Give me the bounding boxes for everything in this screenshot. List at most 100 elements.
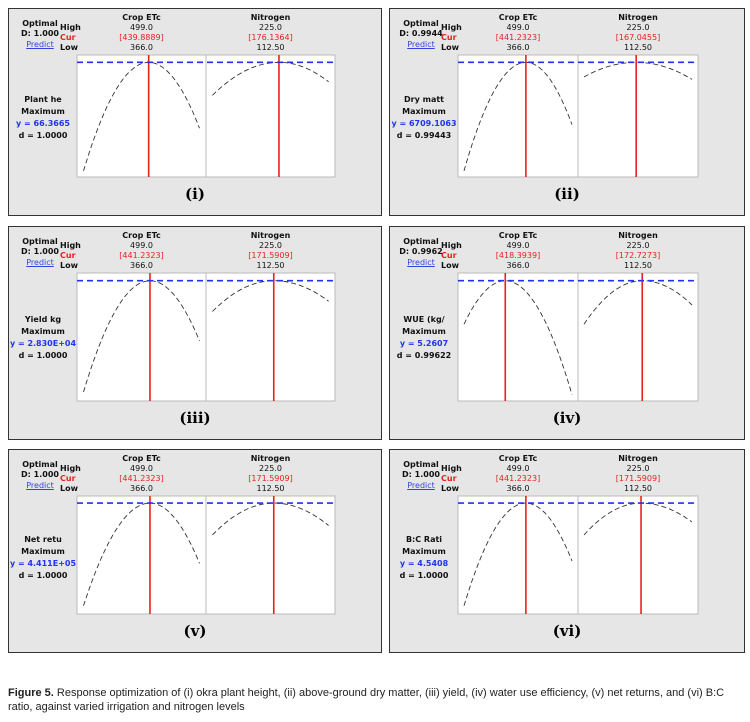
response-name: B:C Rati — [405, 534, 443, 544]
panel-label: (iii) — [179, 409, 211, 427]
factor-high: 225.0 — [626, 241, 650, 250]
cur-label: Cur — [441, 474, 457, 483]
low-label: Low — [60, 484, 78, 493]
predict-link[interactable]: Predict — [26, 40, 54, 49]
response-name: Plant he — [24, 95, 62, 105]
low-label: Low — [60, 43, 78, 52]
factor-low: 112.50 — [624, 484, 652, 493]
desirability-plot — [457, 54, 699, 178]
factor-name: Crop ETc — [122, 454, 161, 463]
factor-current[interactable]: [171.5909] — [248, 251, 293, 260]
composite-desirability: D: 1.000 — [402, 470, 440, 479]
individual-desirability: d = 0.99622 — [396, 351, 452, 361]
high-label: High — [60, 23, 81, 32]
factor-low: 112.50 — [624, 43, 652, 52]
factor-current[interactable]: [176.1364] — [248, 33, 293, 42]
factor-high: 225.0 — [626, 23, 650, 32]
factor-name: Crop ETc — [498, 231, 538, 240]
predicted-response: y = 4.5408 — [399, 558, 449, 568]
panel-label: (ii) — [554, 185, 580, 203]
high-label: High — [441, 241, 462, 250]
low-label: Low — [441, 484, 459, 493]
predict-link[interactable]: Predict — [407, 481, 435, 490]
individual-desirability: d = 1.0000 — [18, 570, 68, 580]
response-name: WUE (kg/ — [403, 315, 445, 325]
factor-name: Nitrogen — [250, 454, 291, 463]
factor-current[interactable]: [171.5909] — [615, 474, 661, 483]
low-label: Low — [441, 43, 459, 52]
factor-current[interactable]: [172.7273] — [615, 251, 661, 260]
factor-high: 225.0 — [259, 464, 282, 473]
factor-high: 499.0 — [130, 241, 153, 250]
factor-current[interactable]: [167.0455] — [615, 33, 661, 42]
factor-low: 366.0 — [506, 484, 530, 493]
optimal-label: Optimal — [403, 19, 439, 28]
factor-current[interactable]: [441.2323] — [119, 251, 164, 260]
composite-desirability: D: 1.000 — [21, 29, 59, 38]
individual-desirability: d = 1.0000 — [18, 131, 68, 141]
factor-current[interactable]: [441.2323] — [119, 474, 164, 483]
predict-link[interactable]: Predict — [26, 481, 54, 490]
factor-low: 366.0 — [130, 43, 153, 52]
cur-label: Cur — [441, 33, 457, 42]
factor-current[interactable]: [171.5909] — [248, 474, 293, 483]
factor-name: Nitrogen — [618, 231, 658, 240]
response-curve — [83, 61, 200, 172]
predict-link[interactable]: Predict — [26, 258, 54, 267]
predict-link[interactable]: Predict — [407, 258, 435, 267]
factor-low: 366.0 — [130, 484, 153, 493]
optimization-panel: Optimal D: 0.9944 Predict High Cur Low D… — [389, 8, 745, 216]
factor-high: 225.0 — [259, 241, 282, 250]
high-label: High — [441, 464, 462, 473]
optimal-label: Optimal — [403, 460, 439, 469]
cur-label: Cur — [60, 251, 76, 260]
factor-name: Crop ETc — [122, 231, 161, 240]
factor-name: Nitrogen — [618, 454, 658, 463]
predict-link[interactable]: Predict — [407, 40, 435, 49]
optimization-panel: Optimal D: 1.000 Predict High Cur Low Ne… — [8, 449, 382, 653]
panel-label: (i) — [185, 185, 205, 203]
individual-desirability: d = 0.99443 — [396, 131, 452, 141]
response-name: Dry matt — [404, 95, 444, 105]
panel-label: (vi) — [552, 622, 582, 640]
cur-label: Cur — [60, 33, 76, 42]
response-name: Yield kg — [24, 315, 62, 325]
goal-label: Maximum — [402, 546, 446, 556]
response-curve — [463, 280, 573, 395]
factor-current[interactable]: [439.8889] — [119, 33, 164, 42]
goal-label: Maximum — [402, 107, 446, 117]
individual-desirability: d = 1.0000 — [18, 351, 68, 361]
low-label: Low — [60, 261, 78, 270]
goal-label: Maximum — [21, 546, 65, 556]
predicted-response: y = 66.3665 — [16, 119, 70, 129]
cur-label: Cur — [441, 251, 457, 260]
optimal-label: Optimal — [22, 460, 58, 469]
factor-name: Nitrogen — [618, 13, 658, 22]
optimal-label: Optimal — [22, 237, 58, 246]
panel-label: (v) — [183, 622, 207, 640]
response-curve — [463, 61, 573, 172]
high-label: High — [60, 464, 81, 473]
factor-high: 499.0 — [506, 464, 530, 473]
composite-desirability: D: 0.9962 — [399, 247, 443, 256]
factor-low: 112.50 — [624, 261, 652, 270]
composite-desirability: D: 1.000 — [21, 470, 59, 479]
factor-high: 499.0 — [130, 23, 153, 32]
factor-low: 366.0 — [130, 261, 153, 270]
factor-current[interactable]: [441.2323] — [495, 33, 541, 42]
optimization-panel: Optimal D: 0.9962 Predict High Cur Low W… — [389, 226, 745, 440]
predicted-response: y = 4.411E+05 — [9, 558, 77, 568]
factor-name: Crop ETc — [498, 13, 538, 22]
goal-label: Maximum — [402, 327, 446, 337]
factor-name: Nitrogen — [250, 13, 291, 22]
response-name: Net retu — [24, 534, 62, 544]
desirability-plot — [457, 495, 699, 615]
predicted-response: y = 6709.1063 — [391, 119, 457, 129]
optimal-label: Optimal — [22, 19, 58, 28]
optimal-label: Optimal — [403, 237, 439, 246]
factor-high: 225.0 — [626, 464, 650, 473]
factor-high: 499.0 — [506, 23, 530, 32]
factor-current[interactable]: [418.3939] — [495, 251, 541, 260]
composite-desirability: D: 0.9944 — [399, 29, 443, 38]
factor-current[interactable]: [441.2323] — [495, 474, 541, 483]
